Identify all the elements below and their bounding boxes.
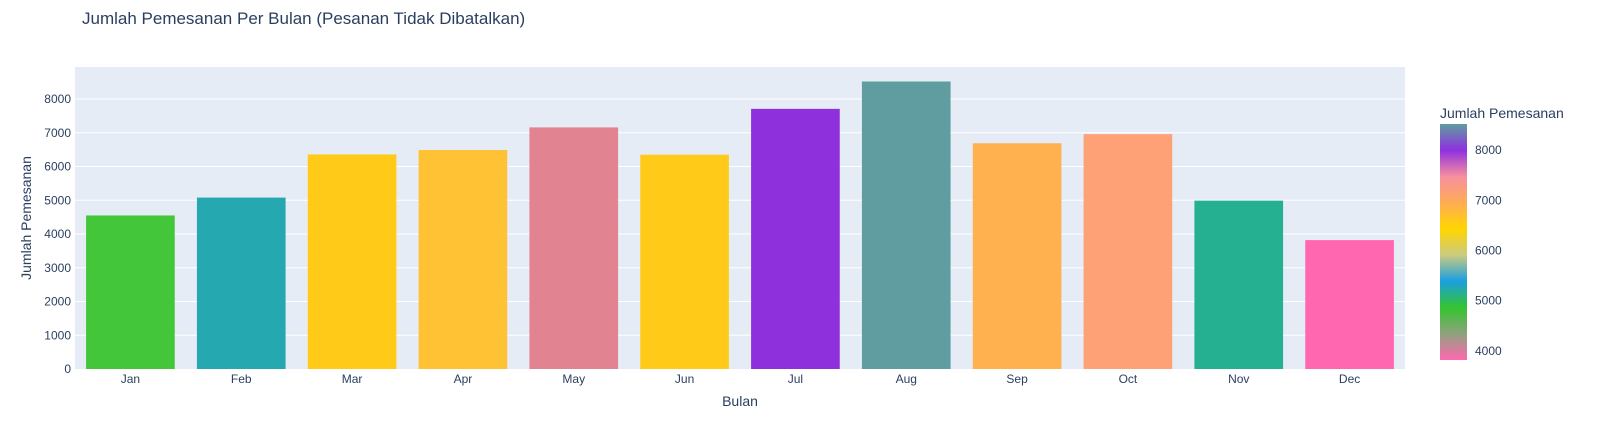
x-tick-label: Dec — [1339, 372, 1360, 386]
bar-apr[interactable] — [418, 150, 508, 369]
y-tick-label: 2000 — [44, 295, 71, 309]
y-tick-label: 1000 — [44, 328, 71, 342]
x-axis-ticks: Jan Feb Mar Apr May Jun Jul Aug Sep Oct Nov Dec — [121, 372, 1361, 386]
x-tick-label: Mar — [342, 372, 363, 386]
y-axis-title: Jumlah Pemesanan — [18, 156, 34, 280]
gridlines — [75, 98, 1405, 336]
y-tick-label: 5000 — [44, 193, 71, 207]
x-tick-label: Apr — [454, 372, 473, 386]
bar-sep[interactable] — [972, 143, 1062, 369]
y-tick-label: 4000 — [44, 227, 71, 241]
colorbar-tick-label: 7000 — [1475, 193, 1502, 207]
bar-jan[interactable] — [86, 215, 175, 369]
colorbar — [1440, 124, 1467, 360]
plot-background — [75, 67, 1405, 369]
bar-jul[interactable] — [751, 108, 840, 369]
bar-oct[interactable] — [1083, 134, 1173, 369]
colorbar-title: Jumlah Pemesanan — [1440, 105, 1564, 121]
y-tick-label: 6000 — [44, 160, 71, 174]
x-tick-label: Jul — [788, 372, 803, 386]
bar-jun[interactable] — [640, 154, 729, 369]
y-axis-ticks: 0 1000 2000 3000 4000 5000 6000 7000 8000 — [44, 92, 71, 376]
bars — [86, 81, 1394, 370]
colorbar-ticks: 4000 5000 6000 7000 8000 — [1475, 143, 1502, 358]
x-tick-label: Jun — [675, 372, 694, 386]
bar-aug[interactable] — [861, 81, 951, 370]
colorbar-tick-label: 6000 — [1475, 244, 1502, 258]
chart-title: Jumlah Pemesanan Per Bulan (Pesanan Tida… — [82, 9, 525, 28]
x-axis-title: Bulan — [722, 393, 758, 409]
bar-dec[interactable] — [1305, 240, 1394, 369]
bar-feb[interactable] — [196, 197, 286, 369]
x-tick-label: Oct — [1119, 372, 1138, 386]
y-tick-label: 8000 — [44, 92, 71, 106]
bar-nov[interactable] — [1194, 200, 1284, 369]
x-tick-label: May — [562, 372, 585, 386]
x-tick-label: Feb — [231, 372, 252, 386]
colorbar-tick-label: 5000 — [1475, 294, 1502, 308]
x-tick-label: Nov — [1228, 372, 1249, 386]
x-tick-label: Sep — [1006, 372, 1028, 386]
colorbar-tick-label: 4000 — [1475, 344, 1502, 358]
colorbar-tick-label: 8000 — [1475, 143, 1502, 157]
x-tick-label: Jan — [121, 372, 140, 386]
y-tick-label: 7000 — [44, 126, 71, 140]
x-tick-label: Aug — [896, 372, 917, 386]
bar-mar[interactable] — [307, 154, 397, 369]
bar-may[interactable] — [529, 127, 619, 370]
y-tick-label: 0 — [64, 362, 71, 376]
y-tick-label: 3000 — [44, 261, 71, 275]
